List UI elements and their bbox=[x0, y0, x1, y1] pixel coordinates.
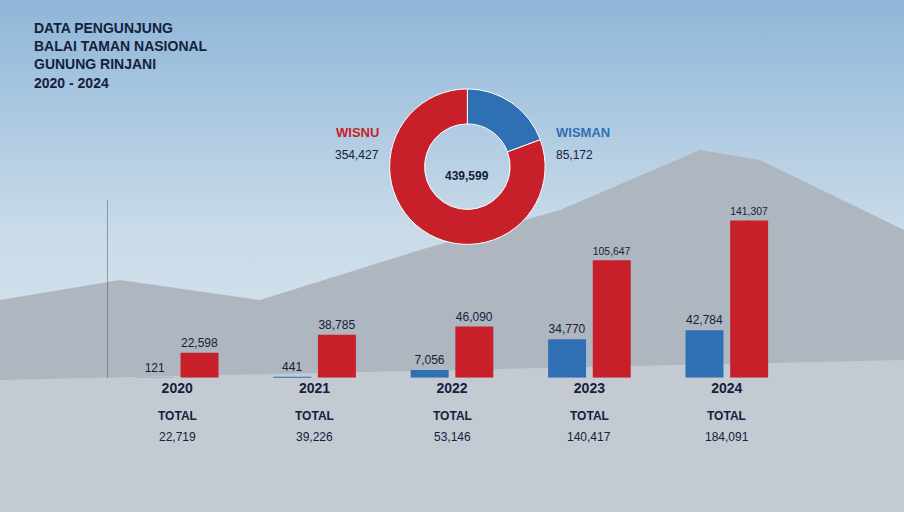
svg-text:441: 441 bbox=[282, 360, 302, 374]
svg-text:2022: 2022 bbox=[436, 380, 467, 396]
svg-text:53,146: 53,146 bbox=[434, 430, 471, 444]
svg-text:140,417: 140,417 bbox=[567, 430, 611, 444]
svg-text:TOTAL: TOTAL bbox=[295, 409, 334, 423]
svg-text:2024: 2024 bbox=[711, 380, 742, 396]
svg-text:2021: 2021 bbox=[299, 380, 330, 396]
svg-text:TOTAL: TOTAL bbox=[158, 409, 197, 423]
svg-text:439,599: 439,599 bbox=[445, 169, 489, 183]
svg-text:2020: 2020 bbox=[162, 380, 193, 396]
svg-text:WISMAN: WISMAN bbox=[556, 125, 610, 140]
svg-text:7,056: 7,056 bbox=[414, 353, 444, 367]
svg-text:39,226: 39,226 bbox=[296, 430, 333, 444]
svg-text:141,307: 141,307 bbox=[730, 206, 768, 217]
svg-text:TOTAL: TOTAL bbox=[433, 409, 472, 423]
svg-text:34,770: 34,770 bbox=[549, 322, 586, 336]
svg-text:184,091: 184,091 bbox=[705, 430, 749, 444]
svg-text:121: 121 bbox=[145, 361, 165, 375]
svg-text:38,785: 38,785 bbox=[318, 318, 355, 332]
svg-text:105,647: 105,647 bbox=[593, 246, 631, 257]
svg-text:22,719: 22,719 bbox=[159, 430, 196, 444]
svg-text:2023: 2023 bbox=[574, 380, 605, 396]
svg-text:DATA PENGUNJUNGBALAI TAMAN NAS: DATA PENGUNJUNGBALAI TAMAN NASIONALGUNUN… bbox=[34, 20, 208, 91]
svg-text:46,090: 46,090 bbox=[456, 310, 493, 324]
svg-text:42,784: 42,784 bbox=[686, 313, 723, 327]
svg-text:TOTAL: TOTAL bbox=[570, 409, 609, 423]
svg-text:WISNU: WISNU bbox=[336, 125, 379, 140]
svg-text:TOTAL: TOTAL bbox=[707, 409, 746, 423]
svg-text:85,172: 85,172 bbox=[556, 148, 593, 162]
svg-text:22,598: 22,598 bbox=[181, 336, 218, 350]
svg-text:354,427: 354,427 bbox=[335, 148, 379, 162]
